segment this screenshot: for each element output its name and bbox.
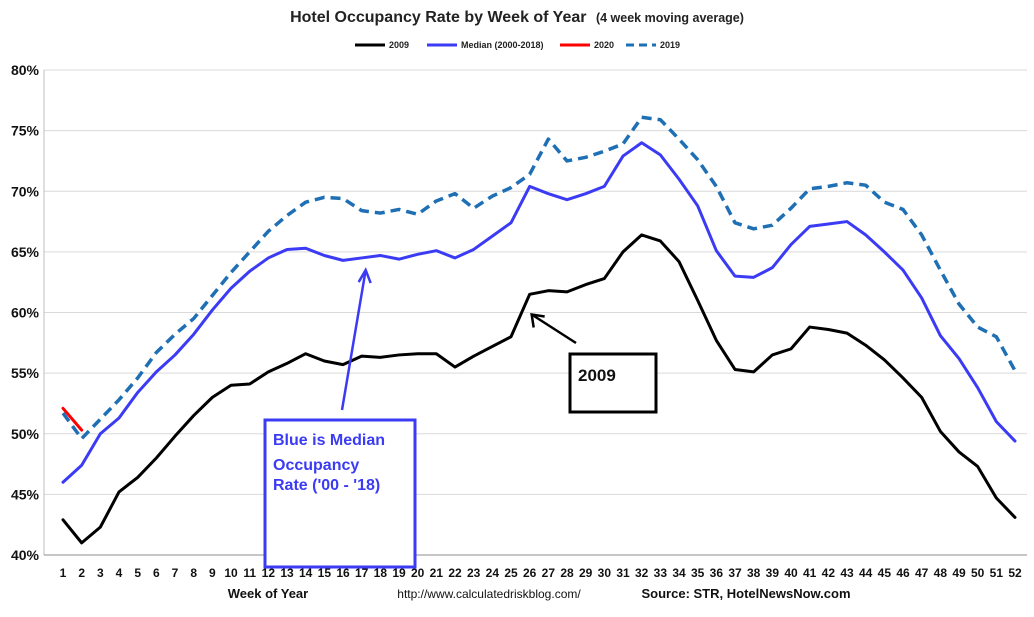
x-axis-ticks: 1 2 3 4 5 6 7 8 9 10 11 12 13 14 15 16 17 18 19 20 21 22 23 24 2…: [60, 566, 1022, 580]
x-tick-label: 12: [262, 566, 276, 580]
x-tick-label: 18: [374, 566, 388, 580]
x-tick-label: 32: [635, 566, 649, 580]
x-tick-label: 48: [934, 566, 948, 580]
x-tick-label: 31: [616, 566, 630, 580]
footer-url: http://www.calculatedriskblog.com/: [397, 587, 581, 601]
series-group: [61, 115, 1017, 545]
x-tick-label: 51: [990, 566, 1004, 580]
annotation-text-2009: 2009: [578, 366, 616, 385]
x-tick-label: 36: [710, 566, 724, 580]
x-tick-label: 40: [784, 566, 798, 580]
x-tick-label: 4: [116, 566, 123, 580]
y-tick-label: 60%: [11, 305, 40, 321]
series-line-2009: [61, 233, 1017, 545]
chart-subtitle: (4 week moving average): [596, 11, 744, 25]
footer-source: Source: STR, HotelNewsNow.com: [642, 586, 851, 601]
x-tick-label: 34: [672, 566, 686, 580]
x-tick-label: 42: [822, 566, 836, 580]
annotation-box-median: [263, 418, 417, 569]
x-tick-label: 33: [654, 566, 668, 580]
x-tick-label: 1: [60, 566, 67, 580]
x-tick-label: 28: [560, 566, 574, 580]
x-tick-label: 49: [952, 566, 966, 580]
x-tick-label: 15: [318, 566, 332, 580]
x-tick-label: 38: [747, 566, 761, 580]
y-tick-label: 75%: [11, 123, 40, 139]
x-tick-label: 7: [172, 566, 179, 580]
x-tick-label: 43: [840, 566, 854, 580]
annotation-text-median-line3: Rate ('00 - '18): [273, 477, 380, 494]
y-tick-label: 40%: [11, 547, 40, 563]
x-tick-label: 27: [542, 566, 556, 580]
y-tick-label: 65%: [11, 244, 40, 260]
x-tick-label: 29: [579, 566, 593, 580]
x-tick-label: 17: [355, 566, 369, 580]
x-tick-label: 6: [153, 566, 160, 580]
annotation-arrow-median: [340, 269, 367, 411]
annotation-arrowhead-2009: [530, 313, 545, 328]
series-line-median-2000-2018: [61, 141, 1017, 484]
x-tick-label: 13: [280, 566, 294, 580]
x-tick-label: 30: [598, 566, 612, 580]
y-axis-ticks: 40% 45% 50% 55% 60% 65% 70% 75% 80%: [11, 62, 40, 563]
annotation-text-median-line2: Occupancy: [273, 457, 359, 474]
x-tick-label: 52: [1008, 566, 1022, 580]
x-tick-label: 37: [728, 566, 742, 580]
legend-label-median-2000-2018: Median (2000-2018): [461, 40, 544, 50]
x-tick-label: 8: [190, 566, 197, 580]
x-tick-label: 3: [97, 566, 104, 580]
annotations: 2009 Blue is Median Occupancy Rate ('00 …: [263, 267, 658, 569]
chart-title-group: Hotel Occupancy Rate by Week of Year (4 …: [290, 9, 744, 26]
grid: [43, 69, 1027, 556]
x-tick-label: 9: [209, 566, 216, 580]
x-tick-label: 19: [392, 566, 406, 580]
x-tick-label: 10: [224, 566, 238, 580]
series-line-2020: [61, 406, 84, 432]
x-tick-label: 50: [971, 566, 985, 580]
chart-title: Hotel Occupancy Rate by Week of Year: [290, 9, 586, 26]
annotation-arrowhead-median: [357, 267, 372, 284]
x-tick-label: 5: [134, 566, 141, 580]
y-tick-label: 80%: [11, 62, 40, 78]
x-tick-label: 22: [448, 566, 462, 580]
x-tick-label: 26: [523, 566, 537, 580]
y-tick-label: 55%: [11, 365, 40, 381]
x-tick-label: 14: [299, 566, 313, 580]
x-tick-label: 20: [411, 566, 425, 580]
x-tick-label: 21: [430, 566, 444, 580]
y-tick-label: 45%: [11, 486, 40, 502]
legend-label-2009: 2009: [389, 40, 409, 50]
x-tick-label: 41: [803, 566, 817, 580]
annotation-arrow-2009: [530, 313, 577, 345]
x-tick-label: 24: [486, 566, 500, 580]
x-tick-label: 16: [336, 566, 350, 580]
x-tick-label: 11: [243, 566, 256, 580]
x-tick-label: 25: [504, 566, 518, 580]
x-tick-label: 47: [915, 566, 929, 580]
legend: 2009 Median (2000-2018) 2020 2019: [355, 40, 680, 50]
x-tick-label: 44: [859, 566, 873, 580]
annotation-box-2009: [568, 352, 658, 414]
x-tick-label: 23: [467, 566, 481, 580]
x-axis-label: Week of Year: [228, 586, 308, 601]
x-tick-label: 35: [691, 566, 705, 580]
annotation-text-median-line1: Blue is Median: [273, 432, 385, 449]
legend-label-2019: 2019: [660, 40, 680, 50]
x-tick-label: 45: [878, 566, 892, 580]
x-tick-label: 39: [766, 566, 780, 580]
series-line-2019: [61, 115, 1017, 441]
x-tick-label: 46: [896, 566, 910, 580]
x-tick-label: 2: [78, 566, 85, 580]
y-tick-label: 70%: [11, 183, 40, 199]
y-tick-label: 50%: [11, 426, 40, 442]
legend-label-2020: 2020: [594, 40, 614, 50]
